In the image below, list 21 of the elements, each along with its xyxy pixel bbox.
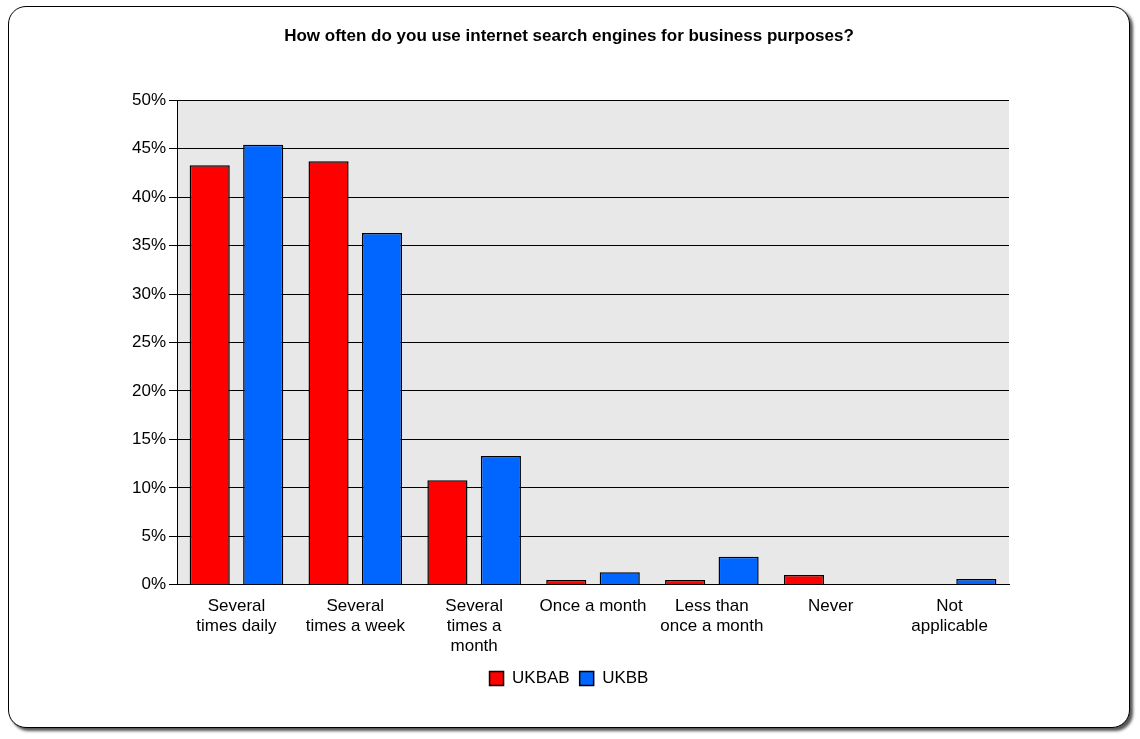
x-tick-label: Several times a month [445, 595, 503, 656]
x-tick-label: Once a month [539, 595, 647, 615]
y-tick-label: 0% [141, 574, 167, 594]
y-tick-label: 25% [131, 332, 167, 352]
y-tick-label: 10% [131, 477, 167, 497]
x-tick-label: Several times daily [196, 595, 278, 636]
y-tick-label: 30% [131, 283, 167, 303]
x-tick-label: Not applicable [911, 595, 988, 636]
y-tick-label: 5% [141, 526, 167, 546]
legend-label: UKBB [602, 668, 649, 688]
y-tick-label: 15% [131, 429, 167, 449]
x-tick-label: Never [808, 595, 854, 615]
y-tick-label: 20% [131, 380, 167, 400]
legend-label: UKBAB [512, 668, 570, 688]
y-tick-label: 35% [131, 235, 167, 255]
y-tick-label: 50% [131, 89, 167, 109]
y-tick-label: 40% [131, 186, 167, 206]
x-tick-label: Less than once a month [660, 595, 764, 636]
y-tick-label: 45% [131, 138, 167, 158]
x-tick-label: Several times a week [305, 595, 406, 636]
chart-title: How often do you use internet search engines for business purposes? [283, 25, 855, 47]
